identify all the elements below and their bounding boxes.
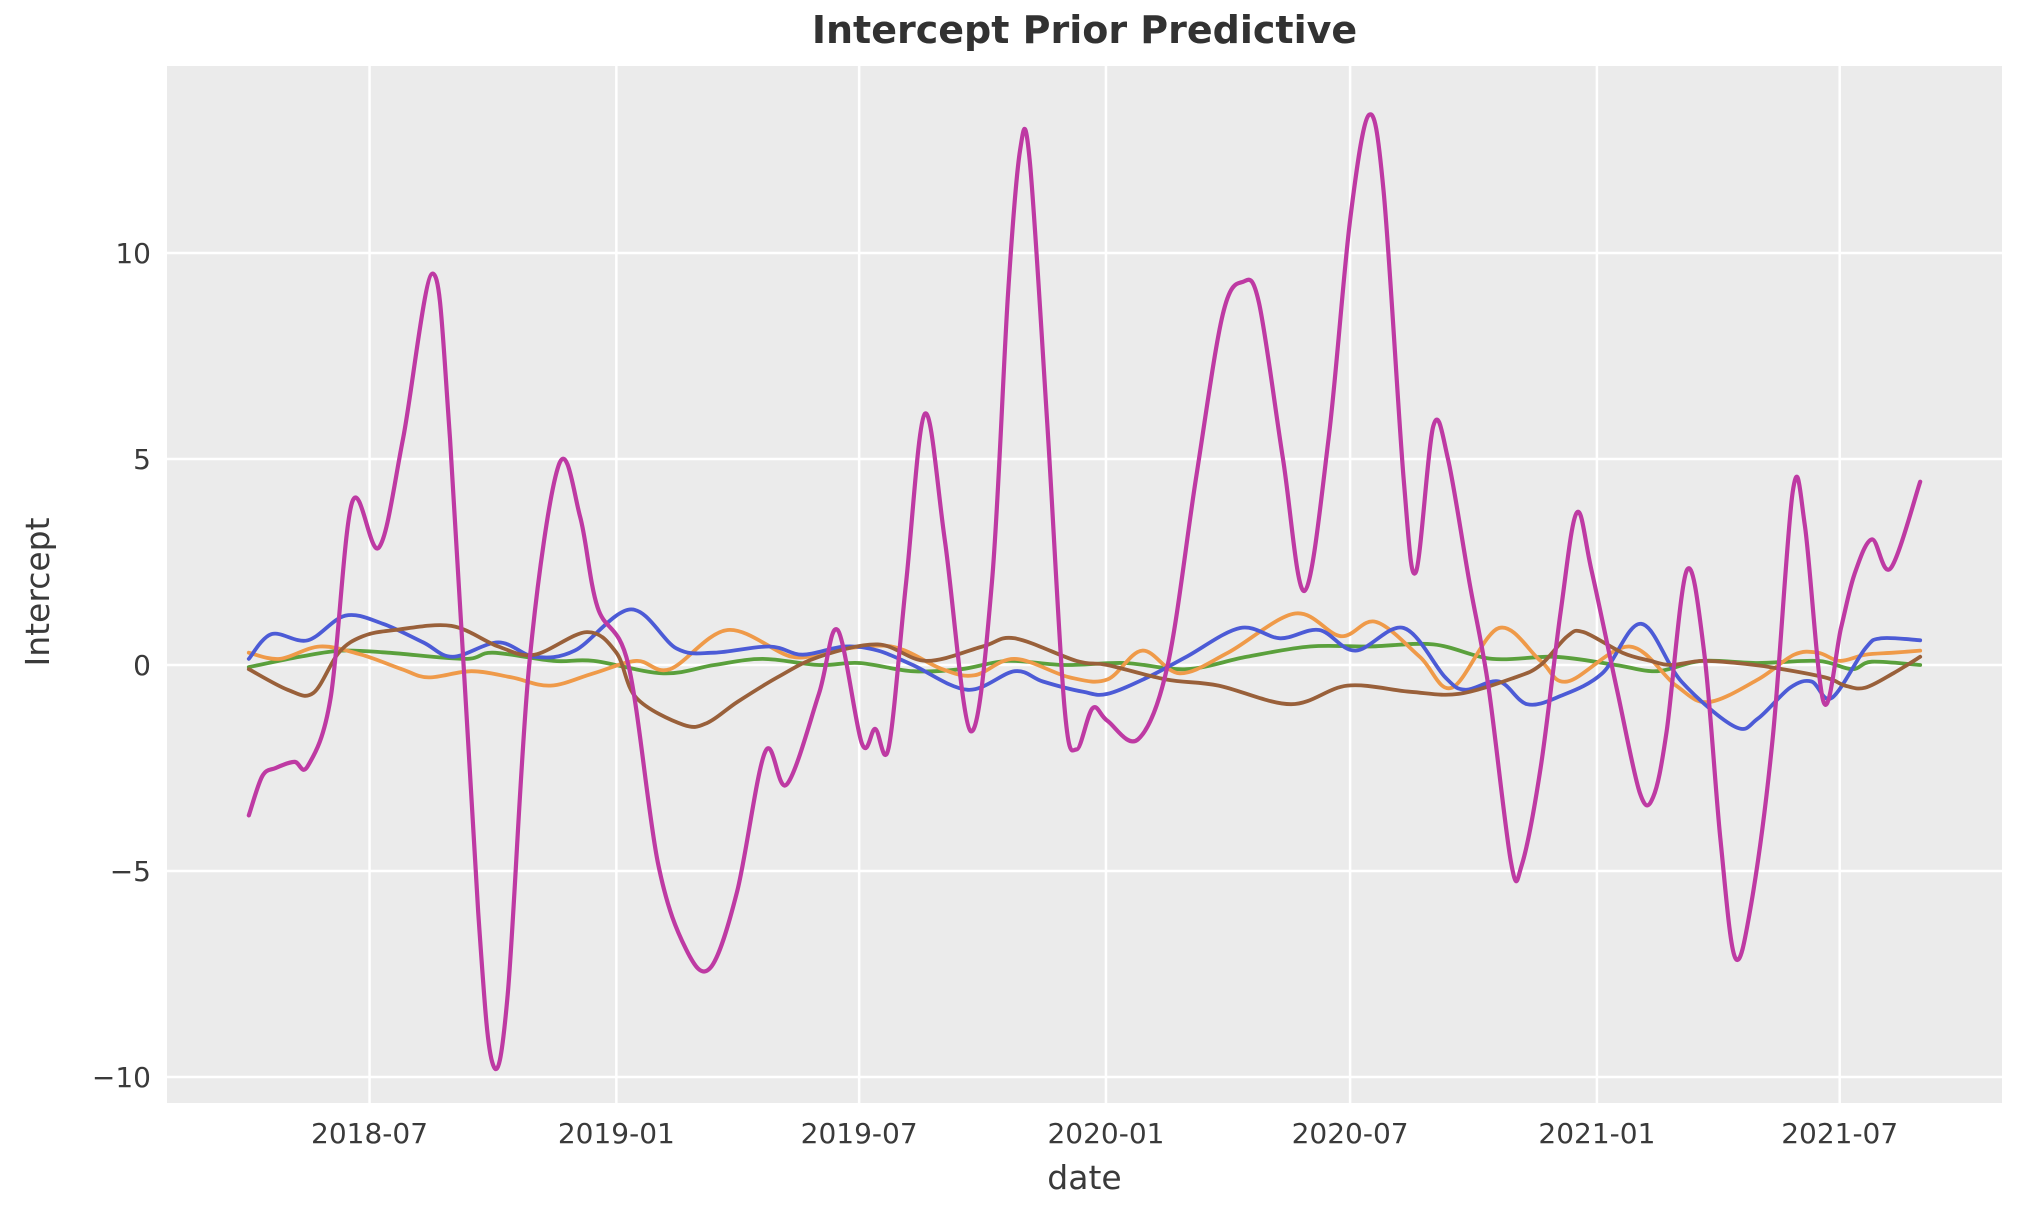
y-tick-labels: −10 −5 0 5 10 — [92, 237, 151, 1094]
x-tick-label: 2018-07 — [311, 1117, 428, 1150]
x-tick-label: 2021-01 — [1538, 1117, 1655, 1150]
y-tick-label: −5 — [110, 855, 151, 888]
chart-title: Intercept Prior Predictive — [811, 8, 1358, 52]
x-tick-labels: 2018-07 2019-01 2019-07 2020-01 2020-07 2021-… — [311, 1117, 1898, 1150]
x-tick-label: 2020-07 — [1292, 1117, 1409, 1150]
y-tick-label: 10 — [115, 237, 151, 270]
x-axis-label: date — [1047, 1158, 1122, 1197]
plot-background — [167, 66, 2002, 1103]
series-line-magenta-sample — [246, 112, 1923, 1072]
y-tick-label: 5 — [133, 443, 151, 476]
y-tick-label: −10 — [92, 1061, 151, 1094]
x-tick-label: 2019-01 — [558, 1117, 675, 1150]
y-tick-label: 0 — [133, 649, 151, 682]
series-line-blue-sample — [246, 607, 1923, 731]
series-line-brown-sample — [246, 623, 1923, 729]
series-lines — [246, 112, 1923, 1072]
x-tick-label: 2021-07 — [1781, 1117, 1898, 1150]
x-tick-label: 2019-07 — [801, 1117, 918, 1150]
x-tick-label: 2020-01 — [1047, 1117, 1164, 1150]
